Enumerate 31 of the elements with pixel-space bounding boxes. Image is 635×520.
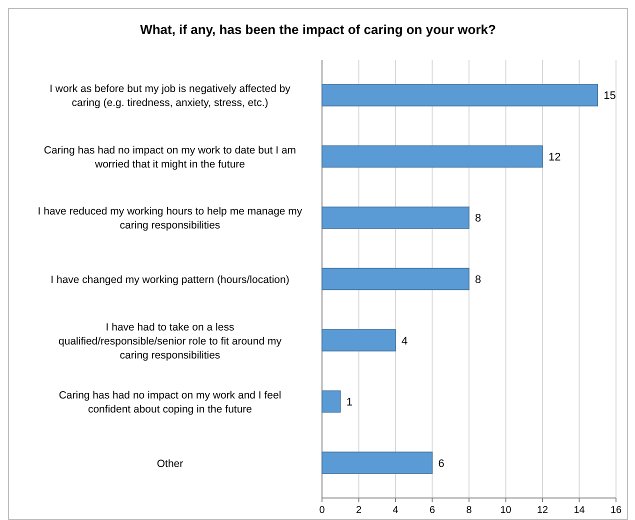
bar (322, 329, 396, 352)
data-label: 6 (438, 458, 444, 470)
chart-title: What, if any, has been the impact of caring on your work? (140, 22, 496, 37)
y-tick-label: I have had to take on a less qualified/responsible/senior role to fit around my caring responsibilities (58, 321, 282, 362)
y-tick-label: Caring has had no impact on my work to date but I am worried that it might in the future (44, 144, 296, 170)
bar (322, 268, 470, 290)
x-tick-label: 4 (392, 505, 399, 516)
x-tick-label: 10 (500, 505, 512, 516)
data-label: 1 (346, 396, 352, 409)
x-tick-label: 12 (536, 505, 548, 516)
data-label: 12 (548, 151, 561, 164)
y-tick-label: I have reduced my working hours to help me manage my caring responsibilities (38, 206, 303, 232)
x-tick-label: 2 (356, 505, 362, 516)
y-tick-label: Caring has had no impact on my work and I feel confident about coping in the future (58, 390, 282, 416)
data-label: 8 (475, 274, 482, 286)
data-label: 15 (604, 90, 616, 102)
x-tick-label: 16 (610, 505, 622, 516)
bar (322, 206, 470, 229)
y-tick-label: I work as before but my job is negatively affected by caring (e.g. tiredness, anxiety, stress, etc.) (50, 83, 292, 110)
x-tick-label: 0 (319, 505, 326, 516)
bar (322, 145, 543, 168)
y-tick-label: Other (156, 458, 184, 470)
data-label: 8 (475, 212, 482, 225)
bar (322, 390, 341, 413)
x-tick-label: 8 (466, 505, 472, 516)
bar (322, 84, 598, 106)
data-label: 4 (402, 335, 408, 348)
y-tick-label: I have changed my working pattern (hours/location) (50, 274, 290, 286)
x-tick-label: 14 (574, 505, 586, 516)
bar (322, 452, 433, 474)
x-tick-label: 6 (429, 505, 436, 516)
